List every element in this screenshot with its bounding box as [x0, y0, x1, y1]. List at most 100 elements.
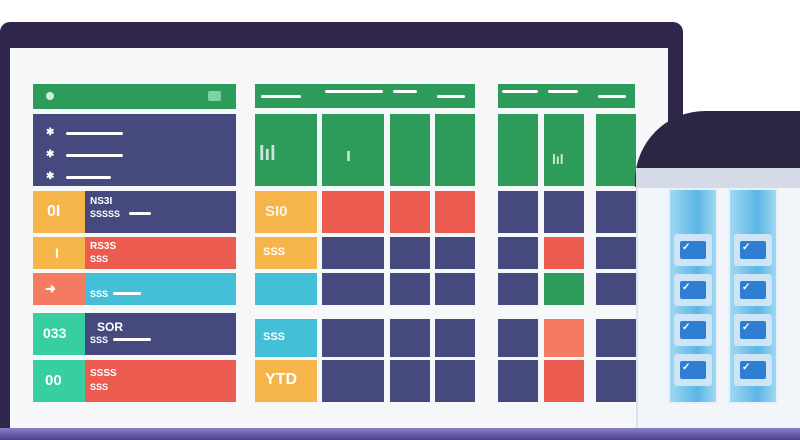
- row-label: SSS: [263, 331, 286, 343]
- list-item-subtitle: SSSSS: [90, 209, 121, 219]
- server-rack[interactable]: ✓: [734, 314, 772, 346]
- check-icon: ✓: [742, 242, 751, 253]
- list-item-bar: [113, 338, 151, 341]
- list-item[interactable]: RS3S SSS: [85, 237, 236, 269]
- list-item-subtitle: SSS: [90, 289, 109, 299]
- header-bar: [502, 90, 538, 93]
- panel-header: [33, 84, 236, 109]
- monitor-base: [0, 428, 800, 440]
- table-cell[interactable]: [596, 319, 636, 357]
- server-rack[interactable]: ✓: [734, 354, 772, 386]
- server-rack[interactable]: ✓: [734, 234, 772, 266]
- check-icon: ✓: [682, 362, 691, 373]
- window-icon[interactable]: [208, 91, 221, 101]
- table-cell[interactable]: [435, 237, 475, 269]
- table-cell[interactable]: [435, 114, 475, 186]
- server-rack[interactable]: ✓: [674, 234, 712, 266]
- table-cell[interactable]: [390, 191, 430, 233]
- menu-item-1[interactable]: [66, 132, 123, 135]
- check-icon: ✓: [682, 282, 691, 293]
- row-badge: 033: [33, 313, 85, 355]
- table-cell[interactable]: [596, 360, 636, 402]
- check-icon: ✓: [742, 322, 751, 333]
- table-cell[interactable]: [498, 191, 538, 233]
- server-rack[interactable]: ✓: [674, 274, 712, 306]
- table-cell[interactable]: [390, 114, 430, 186]
- table-cell[interactable]: [435, 360, 475, 402]
- menu-item-3[interactable]: [66, 176, 111, 179]
- table-cell[interactable]: [390, 273, 430, 305]
- list-item-title: RS3S: [90, 241, 117, 252]
- row-badge: I: [33, 237, 85, 269]
- list-item-subtitle: SSS: [90, 335, 109, 345]
- header-bar: [548, 90, 578, 93]
- row-label-cell[interactable]: SSS: [255, 237, 317, 269]
- row-badge: ➜: [33, 273, 85, 305]
- table-cell[interactable]: [322, 273, 384, 305]
- table-cell[interactable]: [498, 273, 538, 305]
- table-cell[interactable]: [435, 273, 475, 305]
- list-item-title: SSSS: [90, 368, 117, 379]
- table-cell[interactable]: [322, 360, 384, 402]
- table-cell[interactable]: [596, 191, 636, 233]
- server-column-left: ✓ ✓ ✓ ✓: [668, 188, 718, 404]
- list-item[interactable]: SSS: [85, 273, 236, 305]
- table-cell[interactable]: [498, 319, 538, 357]
- server-rack[interactable]: ✓: [674, 354, 712, 386]
- list-item[interactable]: NS3I SSSSS: [85, 191, 236, 233]
- table-cell[interactable]: lıl: [255, 114, 317, 186]
- table-cell[interactable]: [596, 114, 636, 186]
- table-cell[interactable]: [544, 191, 584, 233]
- server-cap-rim: [636, 168, 800, 188]
- table-cell[interactable]: [498, 114, 538, 186]
- bar-mark: ı: [346, 145, 352, 165]
- row-label: YTD: [265, 371, 297, 388]
- list-item[interactable]: SOR SSS: [85, 313, 236, 355]
- table-cell[interactable]: [390, 360, 430, 402]
- table-cell[interactable]: [544, 360, 584, 402]
- table-cell[interactable]: [322, 237, 384, 269]
- row-label-cell[interactable]: YTD: [255, 360, 317, 402]
- header-bar: [393, 90, 417, 93]
- menu-list: ✱ ✱ ✱: [33, 114, 236, 186]
- bar-mark: lıl: [259, 143, 276, 165]
- table-header: [255, 84, 475, 108]
- row-badge-label: I: [55, 245, 59, 261]
- table-header: [498, 84, 635, 108]
- row-label-cell[interactable]: SI0: [255, 191, 317, 233]
- table-cell[interactable]: [435, 319, 475, 357]
- table-cell[interactable]: [390, 319, 430, 357]
- table-cell[interactable]: [255, 273, 317, 305]
- table-cell[interactable]: [322, 319, 384, 357]
- table-cell[interactable]: [322, 191, 384, 233]
- row-badge-label: 00: [45, 372, 62, 389]
- table-cell[interactable]: lıl: [544, 114, 584, 186]
- list-item-subtitle: SSS: [90, 254, 109, 264]
- row-label: SI0: [265, 203, 288, 220]
- check-icon: ✓: [682, 242, 691, 253]
- bar-mark: lıl: [552, 151, 564, 167]
- list-item-title: NS3I: [90, 196, 113, 207]
- table-cell[interactable]: [544, 273, 584, 305]
- row-badge-label: 033: [43, 325, 67, 341]
- table-cell[interactable]: ı: [322, 114, 384, 186]
- table-cell[interactable]: [596, 237, 636, 269]
- table-cell[interactable]: [498, 360, 538, 402]
- table-cell[interactable]: [390, 237, 430, 269]
- table-cell[interactable]: [498, 237, 538, 269]
- list-item-bar: [113, 292, 141, 295]
- menu-item-2[interactable]: [66, 154, 123, 157]
- server-rack[interactable]: ✓: [674, 314, 712, 346]
- table-cell[interactable]: [544, 319, 584, 357]
- header-bar: [598, 95, 626, 98]
- list-item[interactable]: SSSS SSS: [85, 360, 236, 402]
- table-cell[interactable]: [596, 273, 636, 305]
- row-badge-label: 0I: [47, 203, 61, 220]
- table-cell[interactable]: [435, 191, 475, 233]
- row-badge: 00: [33, 360, 85, 402]
- table-cell[interactable]: [544, 237, 584, 269]
- bullet-icon: ✱: [46, 149, 55, 160]
- header-bar: [437, 95, 465, 98]
- row-label-cell[interactable]: SSS: [255, 319, 317, 357]
- server-rack[interactable]: ✓: [734, 274, 772, 306]
